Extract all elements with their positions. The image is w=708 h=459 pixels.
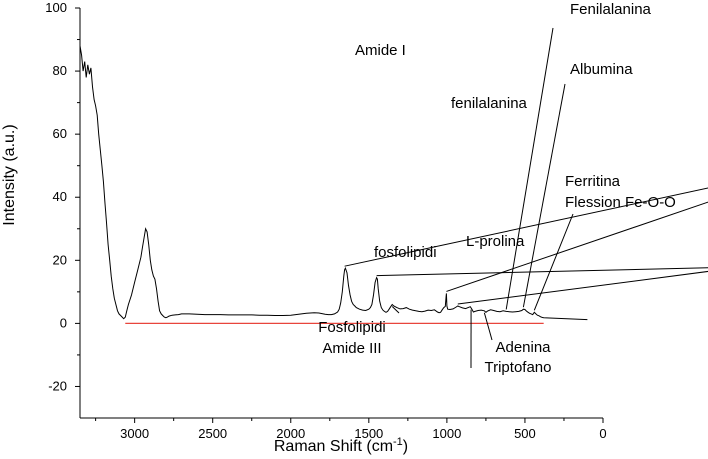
annotation-label-line: fosfolipidi — [374, 244, 437, 261]
x-tick-label: 0 — [599, 426, 606, 441]
annotation-label: Adenina — [495, 339, 551, 356]
annotation-label: Fenilalanina — [570, 1, 652, 18]
annotation-label-line: Flession Fe-O-O — [565, 194, 676, 211]
spectrum-line — [79, 45, 588, 321]
y-axis: 100 80 60 40 20 0 -20 — [45, 0, 80, 393]
annotation-label-line: Fenilalanina — [570, 1, 652, 18]
annotation-leader-line — [376, 267, 708, 277]
x-tick-label: 1000 — [432, 426, 461, 441]
annotation-label: Fosfolipidi Amide III — [318, 319, 386, 357]
annotation-label: Triptofano — [485, 359, 552, 376]
x-tick-label: 500 — [514, 426, 536, 441]
x-tick-label: 2000 — [276, 426, 305, 441]
annotation-leader-line — [505, 27, 554, 310]
y-tick-label: -20 — [48, 378, 67, 393]
y-tick-label: 0 — [60, 315, 67, 330]
annotation-leader-line — [522, 83, 566, 308]
annotation-label-line: Ferritina — [565, 173, 621, 190]
annotation-label-line: Amide I — [355, 42, 406, 59]
y-tick-label: 20 — [53, 252, 67, 267]
annotation-label: fosfolipidi — [374, 244, 437, 261]
annotation-label-line: Amide III — [322, 340, 381, 357]
annotation-label: L-prolina — [466, 233, 525, 250]
annotation-label: Albumina — [570, 61, 633, 78]
annotation-leader-line — [391, 306, 400, 314]
annotation-label: Amide I — [355, 42, 406, 59]
y-tick-label: 80 — [53, 63, 67, 78]
plot-frame — [79, 8, 603, 419]
series-layer — [79, 45, 588, 321]
annotation-leader-line — [344, 187, 708, 267]
annotation-leader-line — [457, 270, 708, 305]
x-tick-label: 3000 — [120, 426, 149, 441]
x-axis: 3000 2500 2000 1500 1000 500 0 — [95, 418, 607, 441]
annotation-label-line: Albumina — [570, 61, 633, 78]
y-tick-label: 100 — [45, 0, 67, 15]
x-axis-title: Raman Shift (cm-1) — [274, 436, 408, 455]
annotation-leader-line — [483, 312, 493, 341]
annotation-label-line: fenilalanina — [451, 95, 528, 112]
annotation-label: Ferritina Flession Fe-O-O — [565, 173, 676, 211]
x-tick-label: 2500 — [198, 426, 227, 441]
x-tick-label: 1500 — [354, 426, 383, 441]
annotation-label: fenilalanina — [451, 95, 528, 112]
y-axis-title: Intensity (a.u.) — [1, 124, 18, 225]
annotation-leader-line — [533, 213, 574, 311]
annotation-label-line: L-prolina — [466, 233, 525, 250]
x-axis-title-unit-exponent: -1 — [393, 436, 403, 448]
y-tick-label: 60 — [53, 126, 67, 141]
annotation-leader-line — [446, 201, 708, 292]
annotation-label-line: Triptofano — [485, 359, 552, 376]
y-tick-label: 40 — [53, 189, 67, 204]
x-axis-title-closing: ) — [403, 438, 408, 455]
annotation-label-line: Adenina — [495, 339, 551, 356]
x-axis-title-main: Raman Shift (cm — [274, 438, 393, 455]
annotation-label-line: Fosfolipidi — [318, 319, 386, 336]
annotation-layer: Amide I fosfolipidi fenilalanina L-prolina F… — [318, 1, 708, 376]
